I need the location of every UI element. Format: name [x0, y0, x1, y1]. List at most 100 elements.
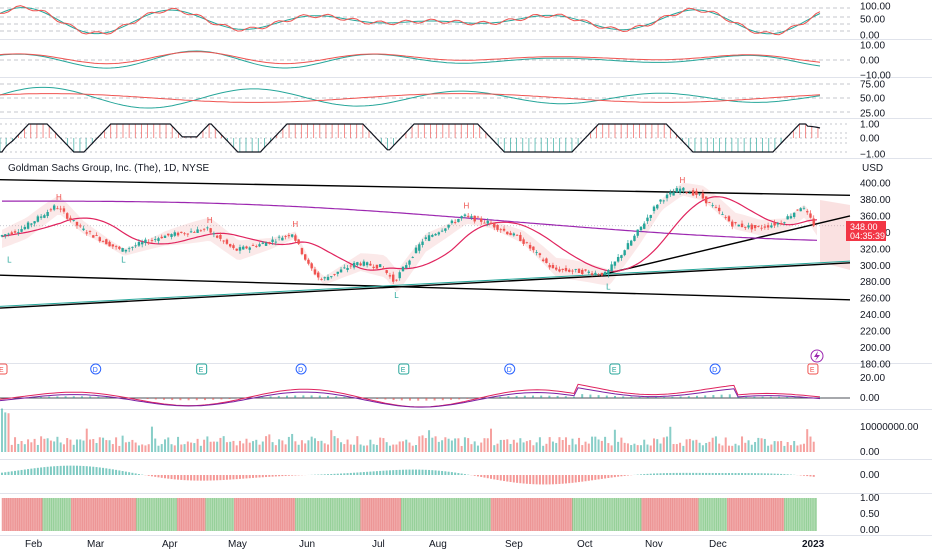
- candle-body: [617, 257, 619, 262]
- volume-bar: [291, 434, 293, 452]
- volume-bar: [373, 444, 375, 452]
- hist-bar: [656, 473, 658, 475]
- volume-bar: [461, 446, 463, 452]
- candle-body: [770, 225, 772, 227]
- volume-bar: [314, 438, 316, 452]
- axis-tick-label: 25.00: [860, 109, 885, 120]
- hist-bar: [206, 475, 208, 481]
- candle-body: [314, 269, 316, 274]
- candle-body: [353, 263, 355, 268]
- volume-bar: [503, 440, 505, 452]
- event-label: E: [612, 367, 617, 374]
- candle-body: [441, 231, 443, 232]
- volume-bar: [467, 438, 469, 452]
- candle-body: [715, 207, 717, 208]
- volume-bar: [278, 439, 280, 452]
- volume-bar: [682, 446, 684, 452]
- volume-bar: [8, 413, 10, 452]
- candle-body: [532, 247, 534, 251]
- regime-segment: [361, 498, 402, 531]
- candle-body: [327, 277, 329, 280]
- volume-bar: [1, 409, 3, 452]
- candle-body: [343, 267, 345, 268]
- volume-bar: [438, 442, 440, 452]
- candle-body: [161, 237, 163, 238]
- candle-body: [366, 262, 368, 265]
- volume-bar: [741, 436, 743, 452]
- volume-bar: [340, 442, 342, 452]
- candle-body: [773, 223, 775, 226]
- candle-body: [307, 260, 309, 264]
- volume-bar: [572, 439, 574, 452]
- volume-bar: [764, 439, 766, 452]
- candle-body: [190, 231, 192, 232]
- candle-body: [786, 216, 788, 219]
- volume-bar: [334, 436, 336, 452]
- hist-bar: [454, 473, 456, 475]
- event-marker: E: [808, 364, 818, 374]
- macd-histogram-bar: [409, 398, 411, 401]
- candle-body: [14, 231, 16, 232]
- price-badge-countdown: 04:35:39: [850, 231, 885, 241]
- hist-bar: [409, 470, 411, 475]
- candle-body: [734, 222, 736, 223]
- pivot-label: L: [121, 255, 126, 264]
- candle-body: [121, 248, 123, 252]
- hist-bar: [526, 475, 528, 484]
- volume-bar: [607, 443, 609, 452]
- candle-body: [69, 218, 71, 220]
- candle-body: [637, 230, 639, 236]
- volume-bar: [40, 436, 42, 452]
- macd-histogram-bar: [417, 398, 419, 401]
- candle-body: [229, 244, 231, 246]
- candle-body: [601, 273, 603, 276]
- candle-body: [705, 196, 707, 203]
- hist-bar: [457, 473, 459, 475]
- macd-histogram-bar: [557, 396, 559, 398]
- hist-bar: [327, 474, 329, 475]
- hist-bar: [8, 472, 10, 475]
- hist-bar: [363, 472, 365, 475]
- hist-bar: [513, 475, 515, 482]
- hist-bar: [588, 475, 590, 481]
- hist-bar: [148, 475, 150, 476]
- candle-body: [470, 216, 472, 217]
- candle-body: [148, 242, 150, 243]
- volume-bar: [190, 443, 192, 452]
- volume-bar: [532, 445, 534, 452]
- hist-bar: [239, 475, 241, 479]
- candle-body: [588, 272, 590, 273]
- hist-bar: [754, 473, 756, 475]
- volume-bar: [565, 437, 567, 452]
- volume-bar: [679, 443, 681, 452]
- candle-body: [480, 218, 482, 221]
- hist-bar: [161, 475, 163, 478]
- candle-body: [698, 194, 700, 195]
- hist-bar: [676, 473, 678, 475]
- hist-bar: [444, 471, 446, 475]
- currency-label: USD: [862, 163, 883, 174]
- macd-histogram-bar: [614, 396, 616, 398]
- candle-body: [4, 234, 6, 235]
- candle-body: [288, 235, 290, 236]
- candle-body: [813, 219, 815, 226]
- hist-bar: [246, 475, 248, 478]
- volume-bar: [180, 445, 182, 452]
- candle-body: [620, 255, 622, 258]
- candle-body: [509, 233, 511, 235]
- volume-bar: [646, 445, 648, 452]
- candle-body: [731, 222, 733, 227]
- candle-body: [633, 236, 635, 241]
- volume-bar: [66, 438, 68, 452]
- hist-bar: [50, 466, 52, 475]
- price-tick-label: 380.00: [860, 195, 891, 206]
- hist-bar: [366, 472, 368, 475]
- volume-bar: [633, 444, 635, 452]
- event-label: E: [810, 367, 815, 374]
- volume-bar: [506, 439, 508, 452]
- candle-body: [99, 237, 101, 241]
- candle-body: [112, 244, 114, 246]
- volume-bar: [780, 441, 782, 452]
